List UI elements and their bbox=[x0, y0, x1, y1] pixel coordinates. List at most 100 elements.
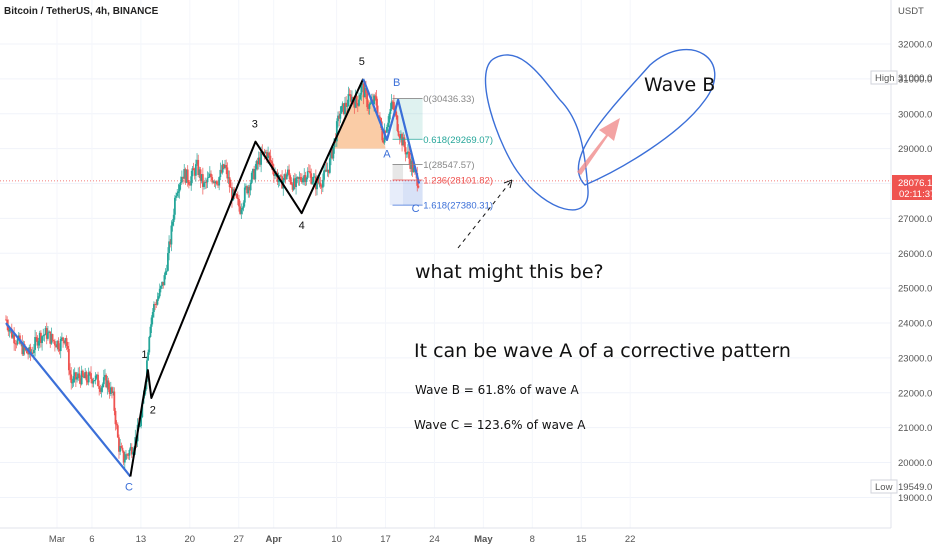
candle-body bbox=[289, 175, 292, 183]
candle-body bbox=[253, 169, 256, 180]
candle-body bbox=[248, 186, 251, 191]
candle-body bbox=[27, 353, 30, 355]
candle-body bbox=[95, 374, 98, 376]
candle-body bbox=[328, 158, 331, 173]
candle-body bbox=[191, 168, 194, 177]
fib-label: 1.236(28101.82) bbox=[423, 175, 493, 186]
candle-body bbox=[5, 319, 7, 321]
wave-line-1 bbox=[129, 78, 365, 477]
wave-label: B bbox=[393, 77, 400, 89]
wave-lines bbox=[5, 78, 421, 478]
candle-body bbox=[44, 328, 47, 335]
candle-body bbox=[22, 344, 25, 355]
candle-body bbox=[88, 372, 91, 374]
candle-body bbox=[266, 152, 268, 158]
wave-line-2 bbox=[362, 78, 421, 184]
candle-body bbox=[81, 370, 84, 376]
candle-body bbox=[359, 94, 362, 100]
candle-body bbox=[147, 352, 150, 361]
candle-body bbox=[41, 336, 43, 344]
candle-body bbox=[298, 177, 301, 179]
low-tag bbox=[870, 479, 898, 494]
candle-body bbox=[236, 197, 239, 200]
candle-body bbox=[86, 380, 89, 383]
x-tick-label: 8 bbox=[530, 534, 535, 545]
wave-b-rule: Wave B = 61.8% of wave A bbox=[415, 383, 579, 397]
candle-body bbox=[99, 388, 102, 392]
candle-body bbox=[242, 202, 245, 208]
y-tick-label: 21000.00 bbox=[898, 423, 932, 434]
candle-body bbox=[72, 376, 75, 383]
candle-body bbox=[234, 194, 237, 195]
candle-body bbox=[100, 387, 103, 392]
candle-body bbox=[208, 173, 211, 177]
candle-body bbox=[408, 151, 410, 159]
candle-body bbox=[155, 304, 158, 305]
candle-body bbox=[224, 165, 226, 169]
candle-body bbox=[201, 174, 204, 187]
x-tick-label: 24 bbox=[429, 534, 440, 545]
wave-label: 4 bbox=[299, 220, 305, 232]
candle-body bbox=[196, 159, 198, 165]
candle-body bbox=[47, 332, 49, 339]
candle-body bbox=[332, 146, 335, 159]
candle-body bbox=[284, 174, 287, 180]
candle-body bbox=[185, 169, 188, 183]
candle-body bbox=[366, 93, 369, 108]
candle-body bbox=[182, 176, 184, 179]
candle-body bbox=[176, 193, 179, 196]
candle-body bbox=[319, 182, 322, 187]
candle-body bbox=[148, 336, 151, 353]
candle-body bbox=[7, 326, 10, 332]
candle-body bbox=[304, 175, 307, 182]
candle-body bbox=[48, 331, 50, 333]
candle-body bbox=[351, 97, 353, 102]
candle-body bbox=[375, 96, 378, 106]
candle-body bbox=[215, 181, 218, 185]
candle-body bbox=[126, 454, 129, 456]
candle-body bbox=[62, 337, 64, 341]
candle-body bbox=[361, 83, 364, 85]
candle-body bbox=[217, 184, 219, 186]
candlesticks bbox=[5, 79, 420, 469]
candle-body bbox=[83, 375, 85, 379]
candle-body bbox=[391, 101, 394, 103]
candle-body bbox=[192, 168, 195, 171]
candle-body bbox=[268, 152, 271, 156]
y-tick-label: 22000.00 bbox=[898, 388, 932, 399]
candle-body bbox=[353, 101, 356, 108]
currency-label: USDT bbox=[898, 6, 924, 17]
candle-body bbox=[118, 437, 120, 452]
candle-body bbox=[76, 376, 78, 380]
time-axis[interactable]: Mar 6 13 20 27 Apr 10 17 24 May 8 15 22 bbox=[49, 534, 636, 545]
candle-body bbox=[288, 169, 290, 176]
candle-body bbox=[363, 87, 366, 98]
candle-body bbox=[295, 177, 297, 188]
candle-body bbox=[323, 170, 325, 180]
candle-body bbox=[51, 334, 54, 341]
candle-body bbox=[193, 170, 196, 176]
candle-body bbox=[66, 345, 69, 349]
candle-body bbox=[318, 182, 321, 184]
candle-body bbox=[345, 102, 348, 107]
candle-body bbox=[102, 377, 105, 385]
candle-body bbox=[300, 180, 303, 183]
candle-body bbox=[302, 178, 304, 183]
candle-body bbox=[109, 387, 112, 394]
candle-body bbox=[227, 177, 230, 179]
chart-title: Bitcoin / TetherUS, 4h, BINANCE bbox=[4, 6, 159, 17]
fib-label: 1(28547.57) bbox=[423, 160, 474, 171]
candle-body bbox=[246, 186, 249, 194]
candle-body bbox=[306, 171, 309, 178]
candle-body bbox=[381, 127, 384, 141]
candle-body bbox=[58, 348, 61, 352]
low-label: Low bbox=[875, 482, 893, 493]
candle-body bbox=[113, 391, 116, 411]
candle-body bbox=[362, 83, 365, 98]
y-tick-label: 27000.00 bbox=[898, 214, 932, 225]
candle-body bbox=[277, 179, 280, 182]
wave-top-ellipse bbox=[484, 54, 589, 211]
y-tick-label: 31000.00 bbox=[898, 74, 932, 85]
x-tick-label: 27 bbox=[233, 534, 244, 545]
